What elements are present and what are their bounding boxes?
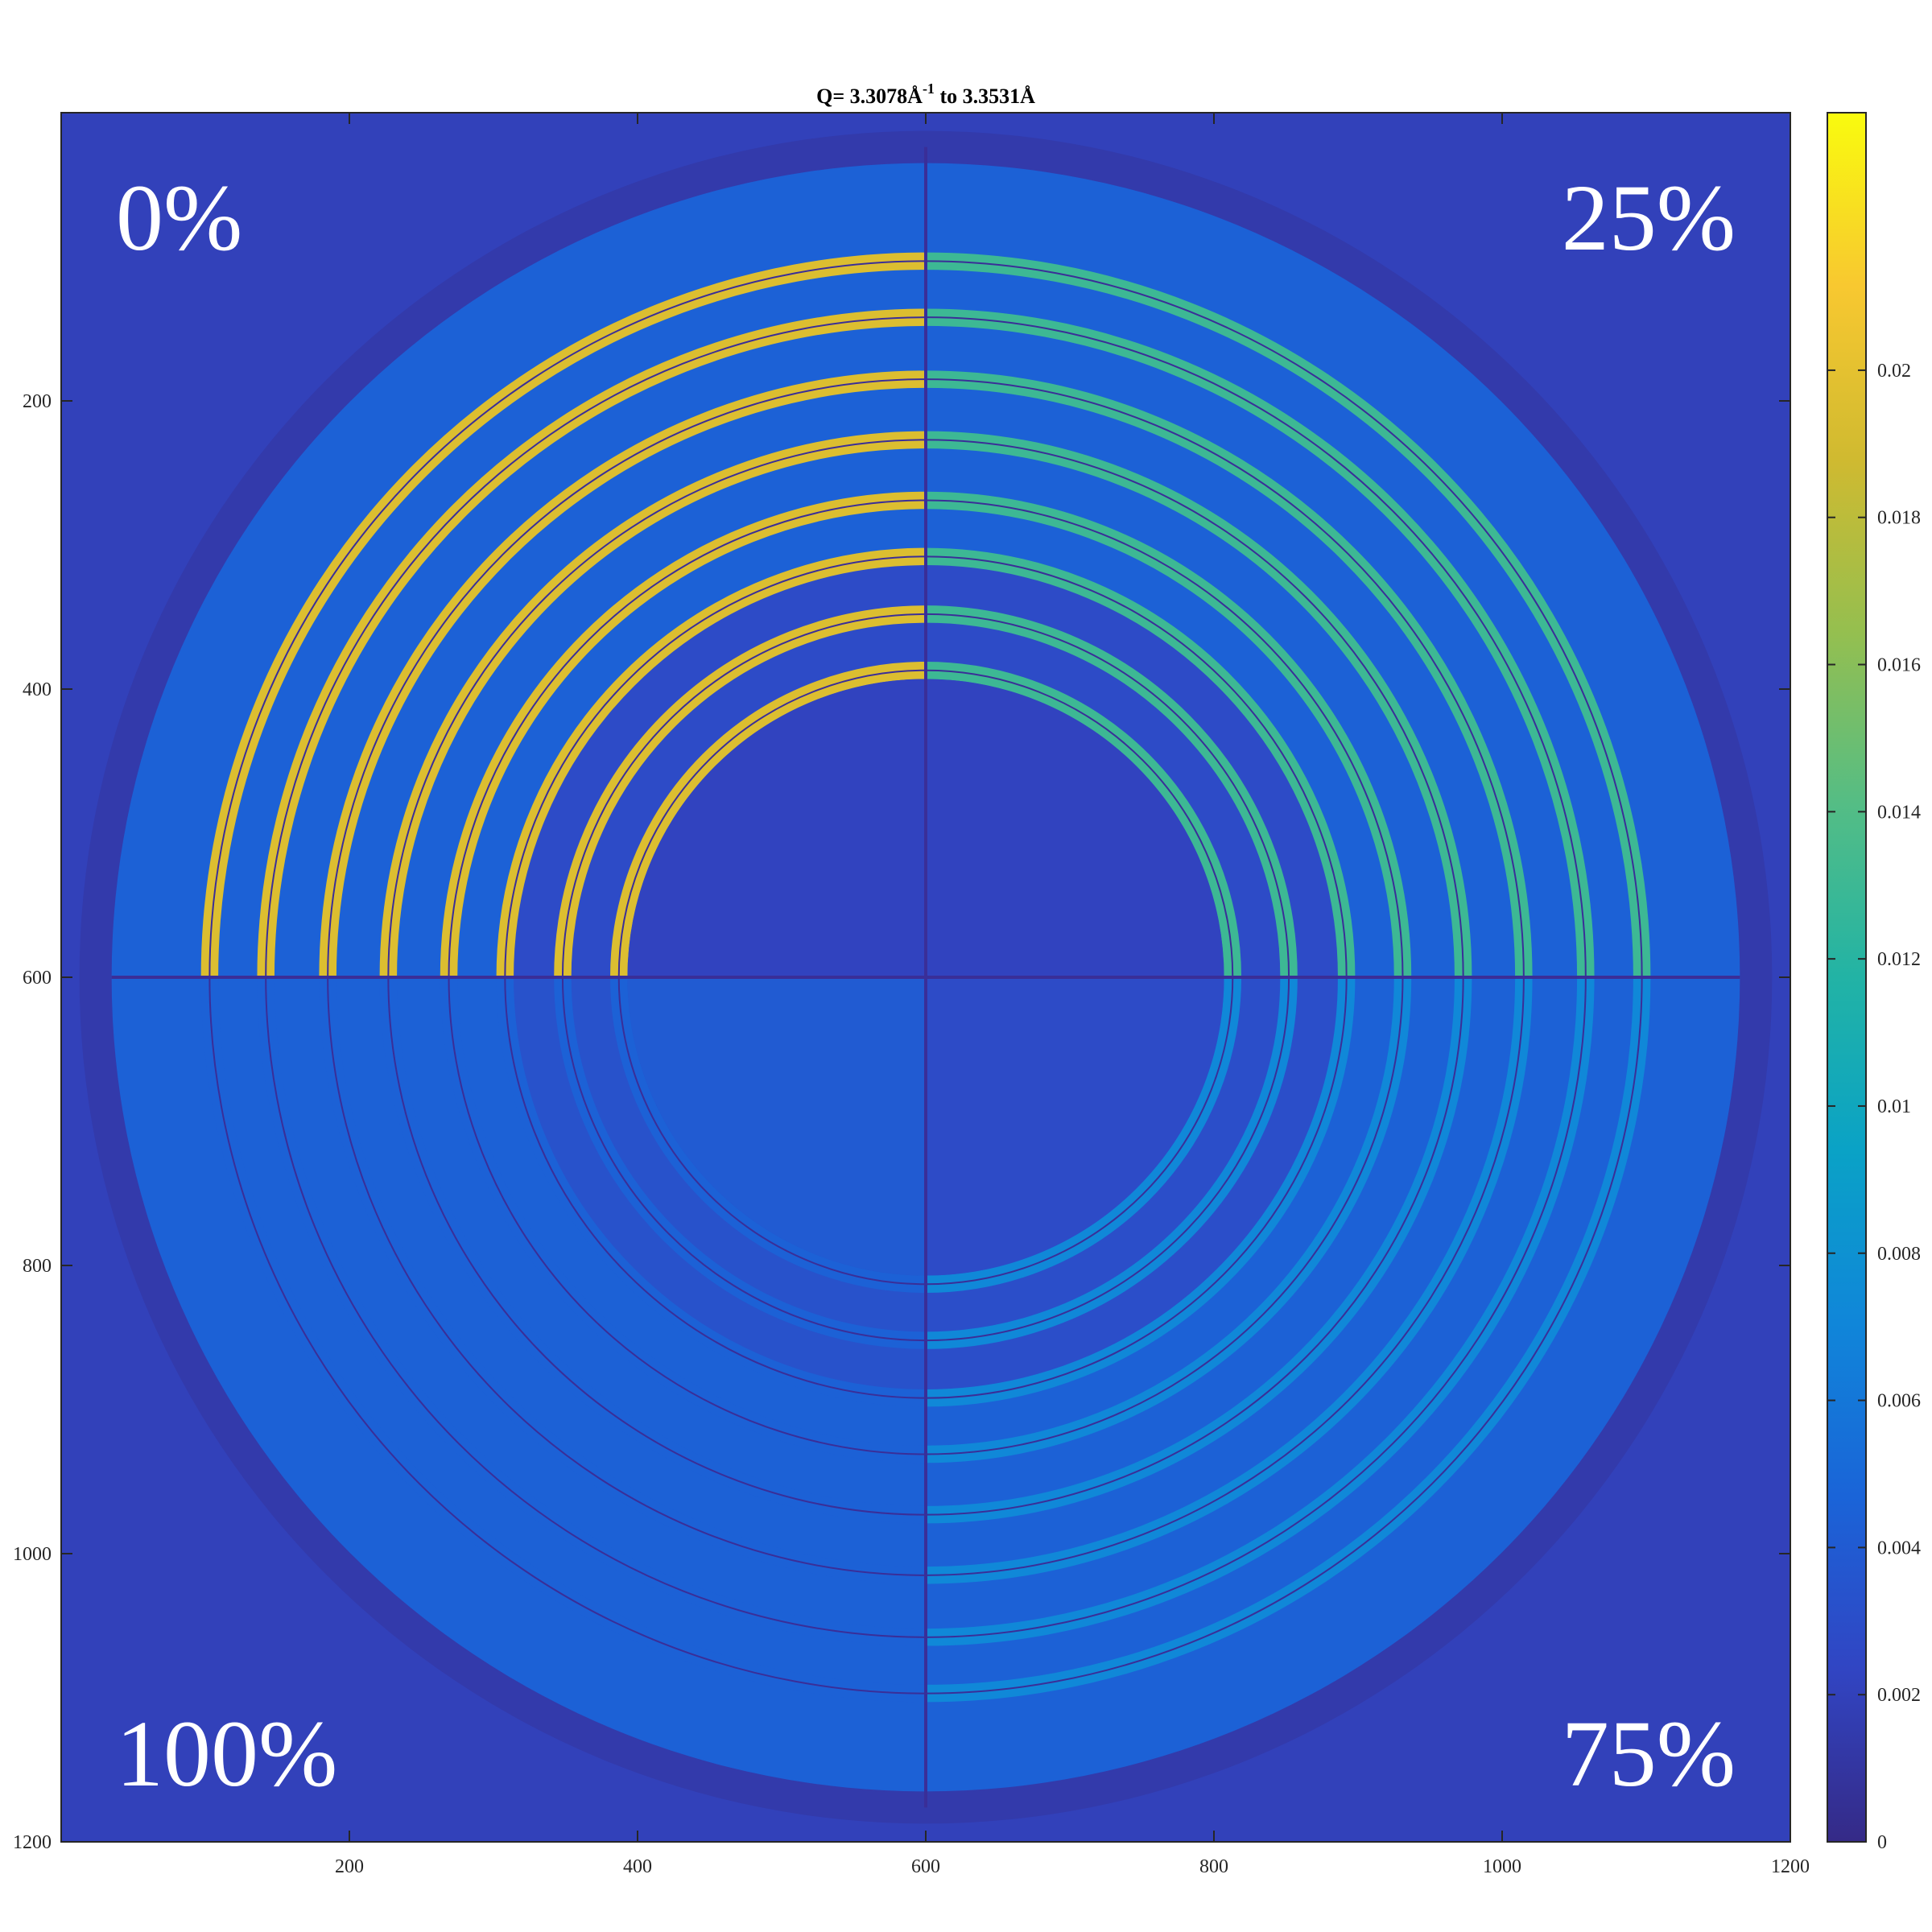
ring-line-top-left-1 [208, 260, 927, 978]
ring-line-top-right-7 [925, 613, 1290, 978]
chart-title-suffix: to 3.3531Å [935, 85, 1035, 108]
colorbar-tick-label: 0 [1877, 1832, 1887, 1853]
colorbar-tick-label: 0.006 [1877, 1391, 1921, 1412]
ring-line-top-left-7 [561, 613, 927, 978]
quadrant-label-bottom-left: 100% [116, 1701, 337, 1806]
y-axis: 200 400 600 800 1000 1200 [13, 391, 1790, 1853]
ring-line-top-right-6 [925, 555, 1348, 978]
colorbar-tick-label: 0.014 [1877, 802, 1921, 823]
ring-line-bottom-left-7 [561, 976, 927, 1342]
ring-line-top-left-2 [265, 316, 927, 978]
ring-line-bottom-left-1 [208, 976, 927, 1695]
ring-line-top-right-1 [925, 260, 1643, 978]
quadrant-labels: 0% 25% 100% 75% [116, 165, 1736, 1806]
colorbar-tick-label: 0.016 [1877, 655, 1921, 676]
ring-line-bottom-right-8 [925, 976, 1234, 1286]
chart-title: Q= 3.3078Å-1 to 3.3531Å [816, 80, 1035, 108]
x-tick-label: 600 [911, 1856, 940, 1877]
ring-line-bottom-right-7 [925, 976, 1290, 1342]
chart-title-main: Q= 3.3078Å [816, 85, 923, 108]
ring-line-bottom-right-1 [925, 976, 1643, 1695]
x-tick-label: 400 [623, 1856, 652, 1877]
colorbar-tick-label: 0.012 [1877, 949, 1921, 970]
y-tick-label: 400 [23, 679, 52, 700]
y-tick-label: 1000 [13, 1544, 52, 1565]
colorbar-tick-label: 0.01 [1877, 1096, 1911, 1117]
ring-line-bottom-right-6 [925, 976, 1348, 1399]
core-top-right [926, 679, 1224, 977]
core-top-left [627, 679, 926, 977]
colorbar-ticks: 0 0.002 0.004 0.006 0.008 0.01 0.012 0.014 0.016… [1827, 361, 1921, 1853]
colorbar-tick-label: 0.02 [1877, 361, 1911, 382]
core-bottom-left [627, 977, 926, 1276]
ring-line-bottom-right-5 [925, 976, 1404, 1455]
y-tick-label: 800 [23, 1256, 52, 1277]
x-axis: 200 400 600 800 1000 1200 [335, 113, 1810, 1877]
y-tick-label: 600 [23, 968, 52, 989]
core-bottom-right [926, 977, 1224, 1276]
chart-title-superscript: -1 [923, 80, 935, 97]
ring-line-bottom-right-2 [925, 976, 1587, 1638]
ring-line-top-right-8 [925, 669, 1234, 978]
heatmap-image [61, 113, 1790, 1842]
x-tick-label: 800 [1199, 1856, 1228, 1877]
colorbar-tick-label: 0.004 [1877, 1538, 1921, 1558]
ring-line-top-left-6 [504, 555, 927, 978]
y-tick-label: 1200 [13, 1832, 52, 1853]
ring-line-bottom-right-3 [925, 976, 1525, 1576]
colorbar-gradient [1827, 112, 1867, 1843]
colorbar-tick-label: 0.008 [1877, 1244, 1921, 1265]
colorbar-tick-label: 0.002 [1877, 1685, 1921, 1706]
x-tick-label: 1000 [1483, 1856, 1521, 1877]
ring-line-top-right-4 [925, 439, 1464, 978]
quadrant-label-top-left: 0% [116, 165, 242, 270]
quadrant-label-bottom-right: 75% [1562, 1701, 1736, 1806]
colorbar-tick-label: 0.018 [1877, 508, 1921, 529]
ring-line-top-right-2 [925, 316, 1587, 978]
colorbar: 0 0.002 0.004 0.006 0.008 0.01 0.012 0.014 0.016… [1827, 112, 1921, 1853]
ring-line-top-left-5 [448, 499, 927, 978]
ring-line-bottom-right-4 [925, 976, 1464, 1516]
quadrant-label-top-right: 25% [1562, 165, 1736, 270]
ring-line-top-left-4 [387, 439, 927, 978]
ring-line-bottom-left-3 [327, 976, 927, 1576]
ring-line-top-left-3 [327, 378, 927, 978]
ring-line-top-right-3 [925, 378, 1525, 978]
x-tick-label: 1200 [1771, 1856, 1810, 1877]
ring-line-bottom-left-5 [448, 976, 927, 1455]
ring-line-bottom-left-6 [504, 976, 927, 1399]
ring-line-top-left-8 [617, 669, 927, 978]
ring-line-bottom-left-8 [617, 976, 927, 1286]
ring-line-bottom-left-4 [387, 976, 927, 1516]
ring-line-bottom-left-2 [265, 976, 927, 1638]
y-tick-label: 200 [23, 391, 52, 412]
x-tick-label: 200 [335, 1856, 364, 1877]
ring-line-top-right-5 [925, 499, 1404, 978]
